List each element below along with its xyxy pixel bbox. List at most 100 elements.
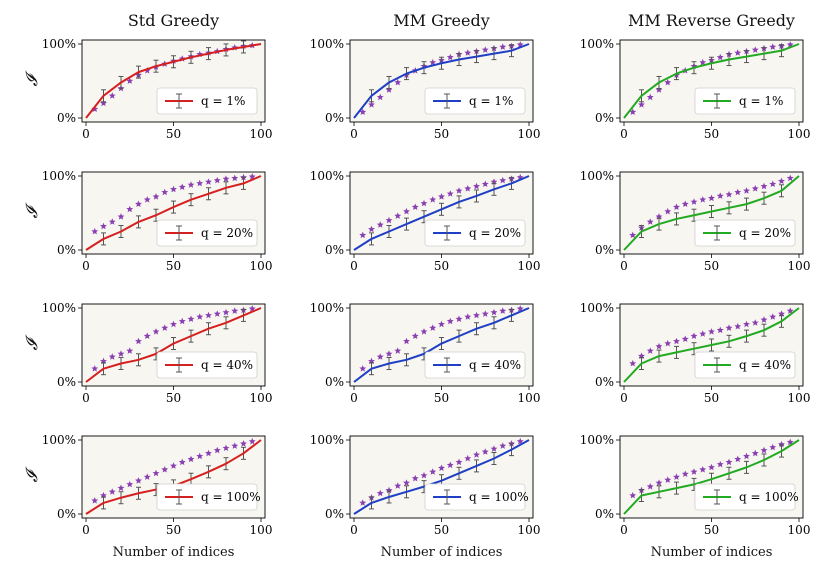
y-tick-label: 100% bbox=[580, 169, 614, 183]
star-marker bbox=[376, 353, 384, 360]
x-tick-label: 100 bbox=[250, 127, 273, 141]
subplot-r0-c2: 0% 100% 0 50 100 q = 1% bbox=[580, 37, 811, 141]
y-tick-label: 0% bbox=[325, 111, 344, 125]
x-tick-label: 50 bbox=[704, 127, 719, 141]
star-marker bbox=[629, 108, 637, 115]
legend-label: q = 100% bbox=[739, 490, 799, 504]
column-title: MM Reverse Greedy bbox=[628, 11, 795, 30]
star-marker bbox=[769, 180, 777, 188]
star-marker bbox=[760, 446, 768, 454]
star-marker bbox=[359, 231, 367, 239]
star-marker bbox=[690, 468, 698, 475]
legend-label: q = 1% bbox=[201, 94, 245, 108]
x-tick-label: 0 bbox=[350, 391, 358, 405]
y-axis-label: 𝓘 bbox=[22, 70, 41, 86]
star-marker bbox=[368, 225, 375, 233]
star-marker bbox=[473, 451, 480, 458]
star-marker bbox=[161, 324, 169, 331]
star-marker bbox=[376, 221, 384, 228]
star-marker bbox=[499, 43, 507, 50]
star-marker bbox=[708, 194, 715, 202]
y-tick-label: 0% bbox=[595, 507, 614, 521]
star-marker bbox=[646, 93, 654, 101]
series-line bbox=[623, 307, 800, 383]
star-marker bbox=[117, 350, 125, 357]
x-tick-label: 50 bbox=[166, 391, 181, 405]
x-tick-label: 50 bbox=[704, 391, 719, 405]
star-marker bbox=[481, 180, 489, 188]
x-tick-label: 50 bbox=[434, 127, 449, 141]
star-marker bbox=[490, 445, 498, 452]
star-marker bbox=[725, 190, 733, 198]
star-marker bbox=[411, 203, 419, 210]
star-marker bbox=[734, 322, 742, 330]
star-marker bbox=[403, 479, 410, 486]
y-tick-label: 100% bbox=[42, 169, 76, 183]
star-marker bbox=[638, 101, 645, 108]
y-tick-label: 100% bbox=[310, 37, 344, 51]
subplot-r3-c0: 0% 100% 0 50 100 q = 100% bbox=[42, 433, 273, 537]
star-marker bbox=[664, 476, 672, 483]
subplot-r0-c1: 0% 100% 0 50 100 q = 1% bbox=[310, 37, 541, 141]
star-marker bbox=[455, 315, 463, 323]
star-marker bbox=[359, 499, 367, 506]
x-tick-label: 100 bbox=[250, 259, 273, 273]
star-marker bbox=[646, 347, 654, 354]
star-marker bbox=[213, 176, 221, 184]
star-marker bbox=[429, 196, 437, 203]
star-marker bbox=[429, 58, 437, 66]
star-marker bbox=[248, 437, 256, 445]
star-marker bbox=[699, 58, 707, 66]
star-marker bbox=[681, 200, 689, 208]
star-marker bbox=[222, 308, 230, 316]
star-marker bbox=[117, 213, 125, 220]
star-marker bbox=[743, 320, 750, 328]
y-tick-label: 100% bbox=[310, 169, 344, 183]
star-marker bbox=[629, 231, 637, 239]
star-marker bbox=[143, 196, 151, 203]
star-marker bbox=[231, 442, 239, 449]
y-tick-label: 100% bbox=[580, 37, 614, 51]
star-marker bbox=[481, 310, 489, 317]
x-tick-label: 0 bbox=[620, 523, 628, 537]
x-tick-label: 50 bbox=[704, 259, 719, 273]
x-tick-label: 0 bbox=[82, 523, 90, 537]
star-marker bbox=[178, 317, 186, 325]
star-marker bbox=[205, 178, 212, 185]
star-marker bbox=[778, 440, 785, 448]
star-marker bbox=[455, 187, 463, 194]
star-marker bbox=[108, 92, 116, 99]
star-marker bbox=[385, 486, 393, 494]
x-tick-label: 100 bbox=[518, 523, 541, 537]
star-marker bbox=[394, 347, 402, 354]
star-marker bbox=[734, 188, 742, 196]
legend-label: q = 20% bbox=[469, 226, 521, 240]
x-tick-label: 0 bbox=[82, 259, 90, 273]
star-marker bbox=[394, 78, 402, 86]
subplot-r2-c2: 0% 100% 0 50 100 q = 40% bbox=[580, 301, 811, 405]
star-marker bbox=[143, 332, 151, 340]
subplot-r3-c1: 0% 100% 0 50 100 q = 100% bbox=[310, 433, 541, 537]
star-marker bbox=[385, 350, 393, 357]
star-marker bbox=[420, 471, 428, 479]
subplot-r1-c2: 0% 100% 0 50 100 q = 20% bbox=[580, 169, 811, 273]
x-tick-label: 100 bbox=[788, 523, 811, 537]
star-marker bbox=[481, 448, 489, 455]
y-tick-label: 0% bbox=[57, 243, 76, 257]
x-tick-label: 0 bbox=[350, 259, 358, 273]
star-marker bbox=[213, 446, 221, 454]
x-tick-label: 100 bbox=[250, 391, 273, 405]
star-marker bbox=[664, 78, 672, 86]
y-tick-label: 100% bbox=[310, 301, 344, 315]
star-marker bbox=[760, 182, 768, 190]
star-marker bbox=[403, 337, 410, 345]
x-tick-label: 50 bbox=[166, 127, 181, 141]
star-marker bbox=[646, 218, 654, 225]
star-marker bbox=[196, 452, 204, 460]
y-tick-label: 0% bbox=[595, 111, 614, 125]
star-marker bbox=[716, 53, 724, 61]
star-marker bbox=[196, 179, 204, 187]
x-tick-label: 0 bbox=[82, 391, 90, 405]
star-marker bbox=[143, 67, 151, 74]
